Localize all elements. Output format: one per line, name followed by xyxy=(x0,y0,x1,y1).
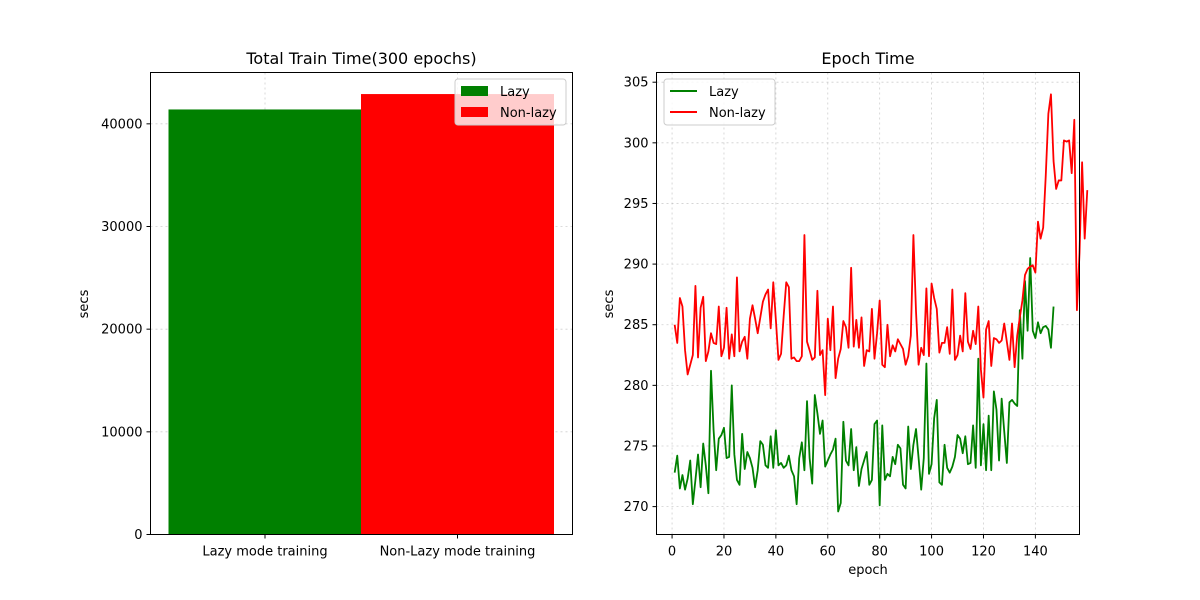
line-legend-label: Lazy xyxy=(709,85,739,100)
line-y-tick-label: 275 xyxy=(624,439,649,454)
bar-y-tick-label: 40000 xyxy=(101,117,142,132)
bar-lazy xyxy=(168,109,362,535)
line-x-tick-label: 140 xyxy=(1023,545,1048,560)
bar-legend-swatch xyxy=(461,86,488,96)
line-legend-label: Non-lazy xyxy=(709,106,766,121)
line-y-tick-label: 285 xyxy=(624,318,649,333)
bar-legend-swatch xyxy=(461,107,488,117)
line-chart-x-axis-label: epoch xyxy=(848,563,888,578)
bar-y-tick-label: 20000 xyxy=(101,323,142,338)
bar-chart: Total Train Time(300 epochs) secs 0 10000… xyxy=(77,49,573,560)
line-y-tick-label: 280 xyxy=(624,379,649,394)
bar-chart-title: Total Train Time(300 epochs) xyxy=(245,49,476,68)
line-chart: Epoch Time secs epoch 270 275 280 285 290 295… xyxy=(602,49,1089,578)
bar-chart-bars xyxy=(168,94,554,535)
bar-chart-y-axis-label: secs xyxy=(77,289,92,318)
bar-chart-y-ticks: 0 10000 20000 30000 40000 xyxy=(101,117,151,543)
bar-chart-axes-frame xyxy=(150,72,573,535)
bar-x-tick-label: Non-Lazy mode training xyxy=(380,545,536,560)
line-chart-title: Epoch Time xyxy=(821,49,914,68)
line-y-tick-label: 305 xyxy=(624,76,649,91)
bar-x-tick-label: Lazy mode training xyxy=(202,545,327,560)
bar-y-tick-label: 0 xyxy=(134,528,142,543)
line-y-tick-label: 270 xyxy=(624,500,649,515)
line-chart-series xyxy=(673,93,1089,513)
bar-chart-x-ticks: Lazy mode training Non-Lazy mode training xyxy=(202,534,536,560)
line-x-tick-label: 20 xyxy=(716,545,733,560)
line-y-tick-label: 290 xyxy=(624,258,649,273)
line-x-tick-label: 0 xyxy=(668,545,676,560)
line-x-tick-label: 60 xyxy=(820,545,837,560)
line-y-tick-label: 295 xyxy=(624,197,649,212)
bar-y-tick-label: 10000 xyxy=(101,425,142,440)
line-x-tick-label: 40 xyxy=(768,545,785,560)
bar-y-tick-label: 30000 xyxy=(101,220,142,235)
line-x-tick-label: 120 xyxy=(971,545,996,560)
line-chart-legend: Lazy Non-lazy xyxy=(663,78,776,126)
line-chart-y-axis-label: secs xyxy=(602,289,617,318)
line-x-tick-label: 80 xyxy=(871,545,888,560)
line-chart-axes-frame xyxy=(656,72,1080,535)
bar-non-lazy xyxy=(361,94,554,535)
line-x-tick-label: 100 xyxy=(919,545,944,560)
bar-legend-label: Lazy xyxy=(500,85,530,100)
line-y-tick-label: 300 xyxy=(624,136,649,151)
bar-chart-legend: Lazy Non-lazy xyxy=(454,78,567,126)
line-chart-x-ticks: 0 20 40 60 80 100 120 140 xyxy=(668,534,1048,560)
bar-legend-label: Non-lazy xyxy=(500,106,557,121)
line-series-lazy xyxy=(673,257,1055,513)
line-chart-y-ticks: 270 275 280 285 290 295 300 305 xyxy=(624,76,657,515)
line-series-non-lazy xyxy=(673,93,1089,399)
